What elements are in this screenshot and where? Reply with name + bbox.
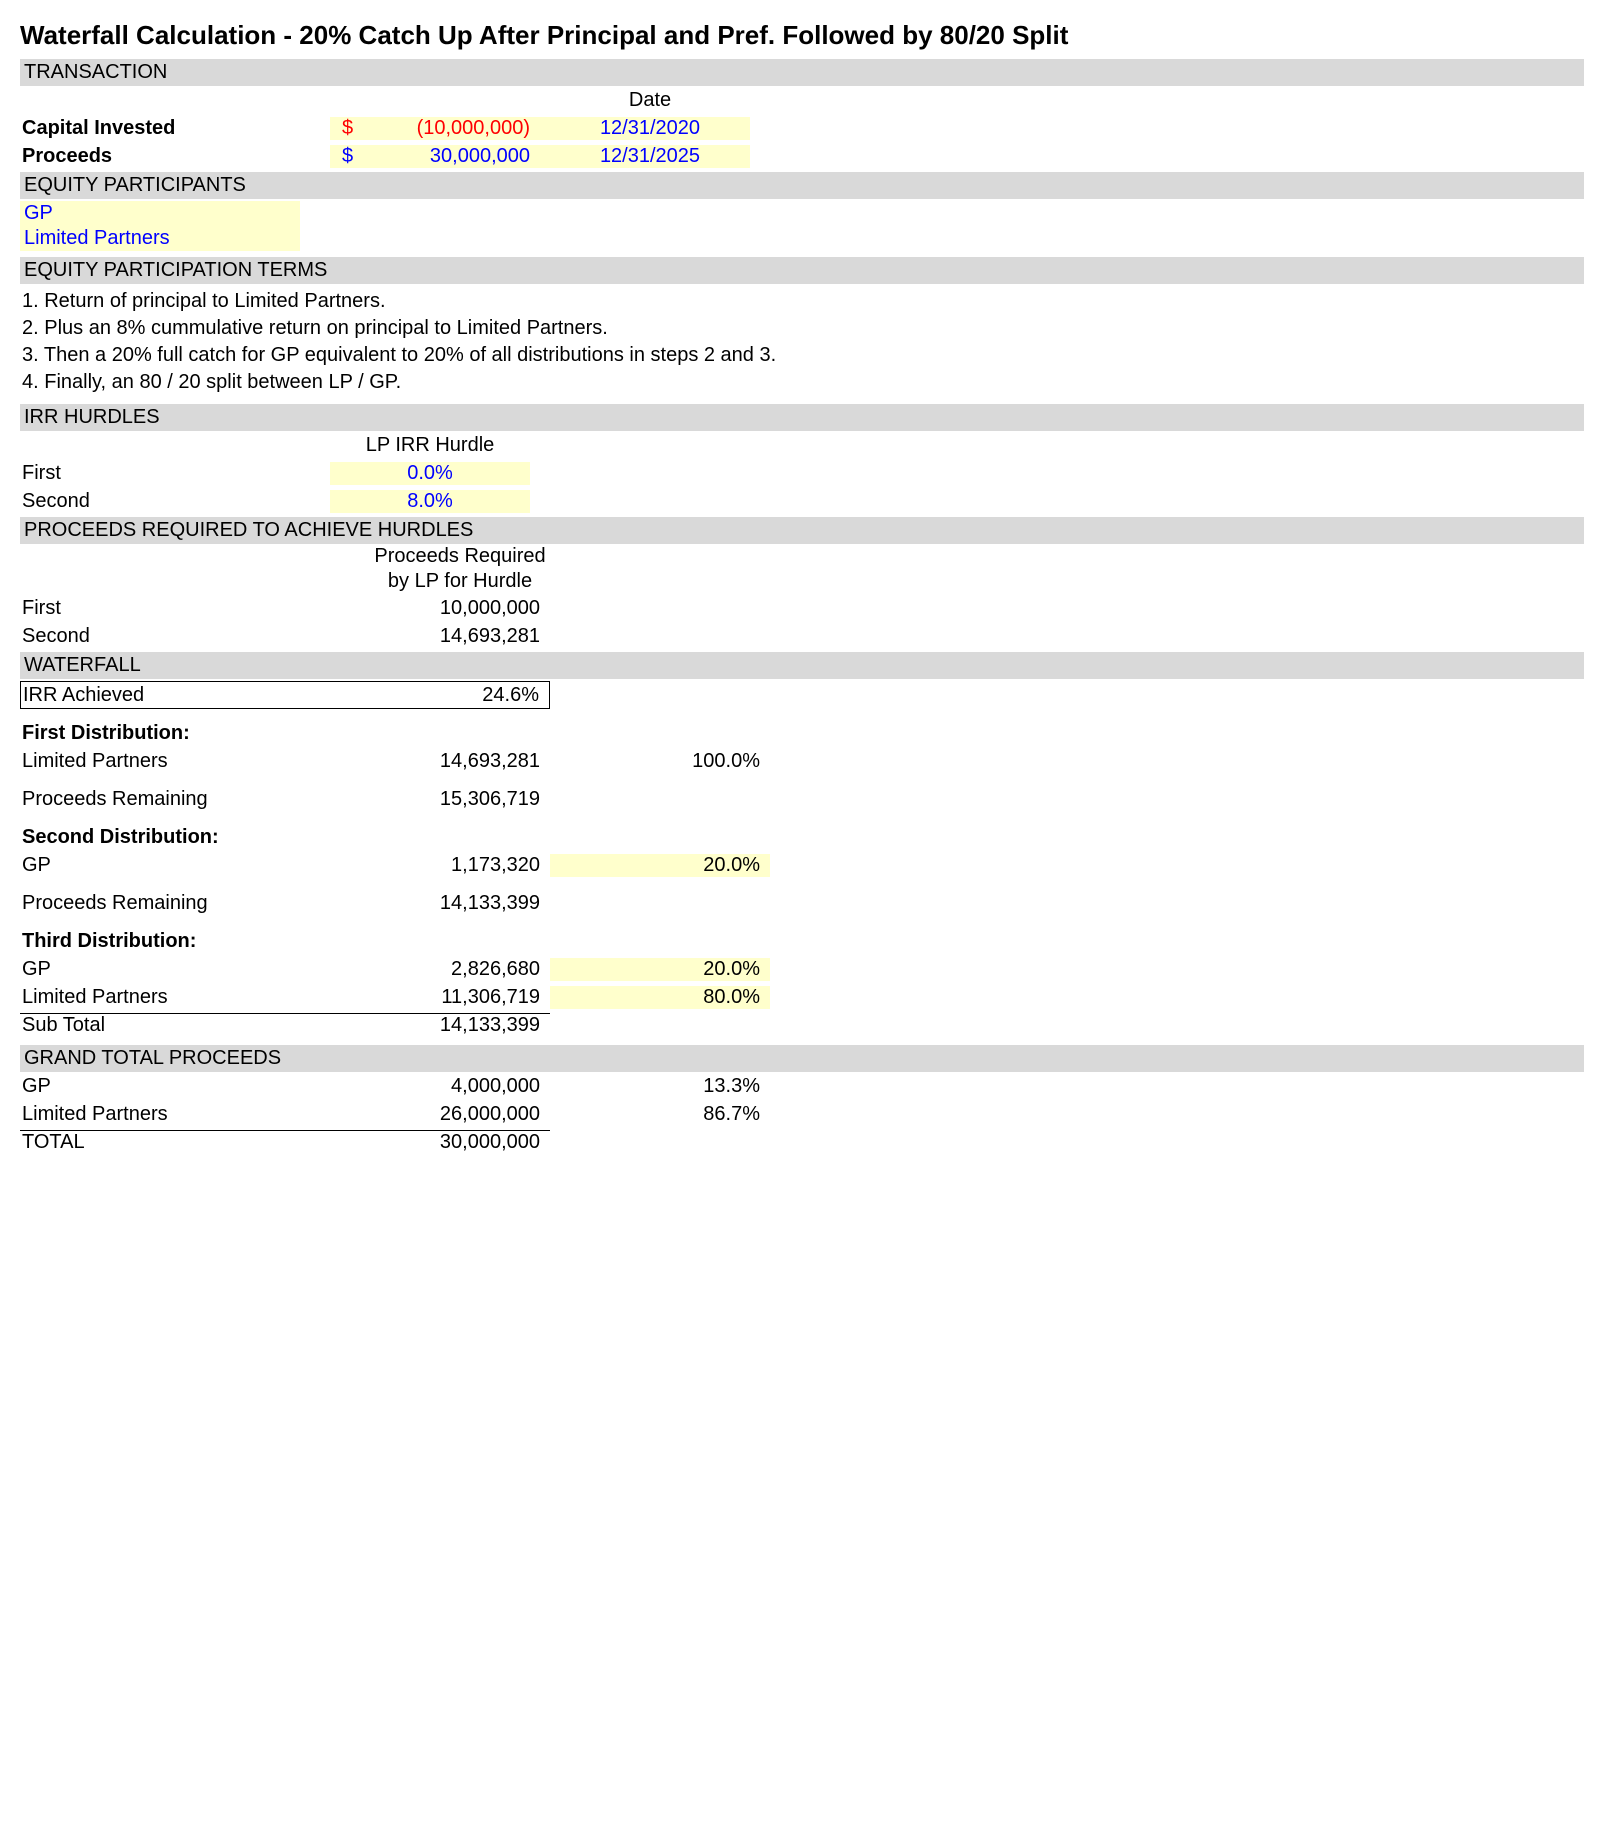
transaction-value[interactable]: $(10,000,000): [330, 117, 550, 140]
irr-achieved-label: IRR Achieved: [21, 684, 330, 707]
dist3-pct[interactable]: 20.0%: [550, 958, 770, 981]
transaction-row: Capital Invested$(10,000,000)12/31/2020: [20, 114, 1584, 142]
dist2-pct[interactable]: 20.0%: [550, 854, 770, 877]
term-item: 2. Plus an 8% cummulative return on prin…: [22, 315, 1582, 342]
page-title: Waterfall Calculation - 20% Catch Up Aft…: [20, 20, 1584, 51]
grand-total-value: 30,000,000: [330, 1130, 550, 1154]
participant-item[interactable]: Limited Partners: [20, 226, 300, 251]
dist1-remaining-value: 15,306,719: [330, 788, 550, 811]
dist3-row: Limited Partners11,306,71980.0%: [20, 983, 1584, 1011]
transaction-value[interactable]: $30,000,000: [330, 145, 550, 168]
dist1-title: First Distribution:: [20, 722, 330, 745]
dist3-label: Limited Partners: [20, 986, 330, 1009]
transaction-label: Capital Invested: [20, 117, 330, 140]
participants-list: GPLimited Partners: [20, 199, 1584, 255]
irr-hurdle-row: First0.0%: [20, 459, 1584, 487]
irr-hurdle-label: Second: [20, 490, 330, 513]
section-equity-participants: EQUITY PARTICIPANTS: [20, 172, 1584, 199]
dist1-remaining-label: Proceeds Remaining: [20, 788, 330, 811]
dist3-pct[interactable]: 80.0%: [550, 986, 770, 1009]
irr-hurdle-value[interactable]: 0.0%: [330, 462, 530, 485]
irr-hurdle-value[interactable]: 8.0%: [330, 490, 530, 513]
section-transaction: TRANSACTION: [20, 59, 1584, 86]
dist3-value: 2,826,680: [330, 958, 550, 981]
proceeds-required-row: First10,000,000: [20, 594, 1584, 622]
transaction-date[interactable]: 12/31/2020: [550, 117, 750, 140]
grand-total-party: GP: [20, 1075, 330, 1098]
dist2-title: Second Distribution:: [20, 826, 330, 849]
dist1-label: Limited Partners: [20, 750, 330, 773]
dist2-value: 1,173,320: [330, 854, 550, 877]
proceeds-required-value: 14,693,281: [330, 625, 550, 648]
section-grand-total: GRAND TOTAL PROCEEDS: [20, 1045, 1584, 1072]
grand-total-label: TOTAL: [20, 1130, 330, 1154]
proceeds-required-row: Second14,693,281: [20, 622, 1584, 650]
grand-total-amount: 4,000,000: [330, 1075, 550, 1098]
proceeds-required-label: First: [20, 597, 330, 620]
irr-hurdle-header: LP IRR Hurdle: [330, 434, 530, 457]
dist2-remaining-value: 14,133,399: [330, 892, 550, 915]
grand-total-amount: 26,000,000: [330, 1103, 550, 1126]
section-irr-hurdles: IRR HURDLES: [20, 404, 1584, 431]
dist3-value: 11,306,719: [330, 986, 550, 1009]
grand-total-row: GP4,000,00013.3%: [20, 1072, 1584, 1100]
proceeds-req-header-1: Proceeds Required: [330, 544, 590, 569]
section-equity-terms: EQUITY PARTICIPATION TERMS: [20, 257, 1584, 284]
transaction-date[interactable]: 12/31/2025: [550, 145, 750, 168]
dist3-row: GP2,826,68020.0%: [20, 955, 1584, 983]
dist3-label: GP: [20, 958, 330, 981]
transaction-row: Proceeds$30,000,00012/31/2025: [20, 142, 1584, 170]
transaction-label: Proceeds: [20, 145, 330, 168]
proceeds-required-label: Second: [20, 625, 330, 648]
irr-achieved-value: 24.6%: [330, 684, 549, 707]
section-waterfall: WATERFALL: [20, 652, 1584, 679]
dist1-row: Limited Partners14,693,281100.0%: [20, 747, 1584, 775]
participant-item[interactable]: GP: [20, 201, 300, 226]
proceeds-req-header-2: by LP for Hurdle: [330, 569, 590, 594]
transaction-date-header: Date: [550, 89, 750, 112]
section-proceeds-required: PROCEEDS REQUIRED TO ACHIEVE HURDLES: [20, 517, 1584, 544]
dist3-subtotal-label: Sub Total: [20, 1013, 330, 1037]
grand-total-row: Limited Partners26,000,00086.7%: [20, 1100, 1584, 1128]
irr-hurdle-row: Second8.0%: [20, 487, 1584, 515]
dist2-label: GP: [20, 854, 330, 877]
grand-total-pct: 86.7%: [550, 1103, 770, 1126]
dist1-pct: 100.0%: [550, 750, 770, 773]
dist3-subtotal-value: 14,133,399: [330, 1013, 550, 1037]
grand-total-pct: 13.3%: [550, 1075, 770, 1098]
term-item: 1. Return of principal to Limited Partne…: [22, 288, 1582, 315]
irr-hurdle-label: First: [20, 462, 330, 485]
terms-list: 1. Return of principal to Limited Partne…: [20, 284, 1584, 402]
dist2-remaining-label: Proceeds Remaining: [20, 892, 330, 915]
dist2-row: GP1,173,32020.0%: [20, 851, 1584, 879]
term-item: 4. Finally, an 80 / 20 split between LP …: [22, 369, 1582, 396]
dist3-title: Third Distribution:: [20, 930, 330, 953]
proceeds-required-value: 10,000,000: [330, 597, 550, 620]
term-item: 3. Then a 20% full catch for GP equivale…: [22, 342, 1582, 369]
dist1-value: 14,693,281: [330, 750, 550, 773]
grand-total-party: Limited Partners: [20, 1103, 330, 1126]
